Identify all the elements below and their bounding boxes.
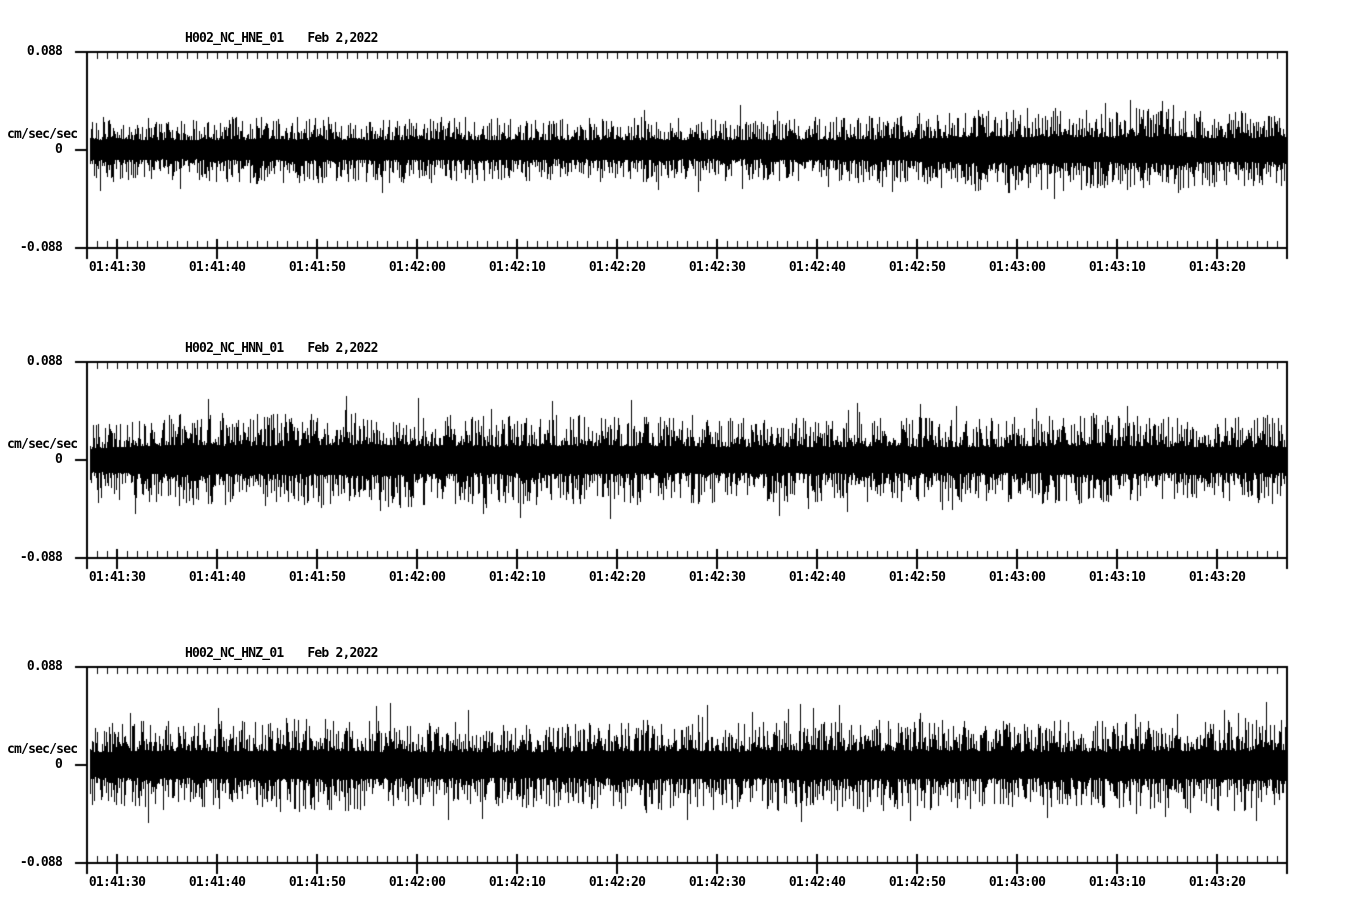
plot-title: H002_NC_HNN_01 Feb 2,2022 xyxy=(185,342,378,356)
y-tick-label-min: -0.088 xyxy=(19,855,63,870)
x-tick-label: 01:42:00 xyxy=(388,260,446,275)
y-tick-label-zero: 0 xyxy=(54,452,63,467)
date-label: Feb 2,2022 xyxy=(307,341,378,356)
x-tick-label: 01:42:30 xyxy=(688,570,746,585)
x-tick-label: 01:43:10 xyxy=(1088,260,1146,275)
x-tick-label: 01:42:10 xyxy=(488,260,546,275)
y-tick-label-max: 0.088 xyxy=(26,354,63,369)
x-tick-label: 01:41:40 xyxy=(188,875,246,890)
x-tick-label: 01:41:40 xyxy=(188,570,246,585)
x-tick-label: 01:41:30 xyxy=(88,875,146,890)
x-tick-label: 01:42:50 xyxy=(888,260,946,275)
x-tick-label: 01:43:20 xyxy=(1188,260,1246,275)
x-tick-label: 01:42:50 xyxy=(888,570,946,585)
y-tick-label-min: -0.088 xyxy=(19,240,63,255)
station-label: H002_NC_HNN_01 xyxy=(185,341,284,356)
x-tick-label: 01:42:30 xyxy=(688,260,746,275)
x-tick-label: 01:42:40 xyxy=(788,875,846,890)
x-tick-label: 01:42:40 xyxy=(788,260,846,275)
x-tick-label: 01:43:10 xyxy=(1088,570,1146,585)
x-tick-label: 01:42:20 xyxy=(588,570,646,585)
station-label: H002_NC_HNZ_01 xyxy=(185,646,284,661)
x-tick-label: 01:42:20 xyxy=(588,260,646,275)
x-tick-label: 01:42:50 xyxy=(888,875,946,890)
y-tick-label-max: 0.088 xyxy=(26,44,63,59)
x-tick-label: 01:41:30 xyxy=(88,570,146,585)
plot-title: H002_NC_HNE_01 Feb 2,2022 xyxy=(185,32,378,46)
x-tick-label: 01:42:10 xyxy=(488,570,546,585)
date-label: Feb 2,2022 xyxy=(307,31,378,46)
x-tick-label: 01:42:00 xyxy=(388,570,446,585)
x-tick-label: 01:41:30 xyxy=(88,260,146,275)
date-label: Feb 2,2022 xyxy=(307,646,378,661)
plot-title: H002_NC_HNZ_01 Feb 2,2022 xyxy=(185,647,378,661)
x-tick-label: 01:42:00 xyxy=(388,875,446,890)
y-tick-label-max: 0.088 xyxy=(26,659,63,674)
x-tick-label: 01:41:50 xyxy=(288,260,346,275)
y-axis-unit-label: cm/sec/sec xyxy=(7,742,78,757)
y-axis-unit-label: cm/sec/sec xyxy=(7,127,78,142)
x-tick-label: 01:43:00 xyxy=(988,570,1046,585)
x-tick-label: 01:42:10 xyxy=(488,875,546,890)
y-tick-label-min: -0.088 xyxy=(19,550,63,565)
y-axis-unit-label: cm/sec/sec xyxy=(7,437,78,452)
x-tick-label: 01:41:50 xyxy=(288,570,346,585)
x-tick-label: 01:41:50 xyxy=(288,875,346,890)
x-tick-label: 01:41:40 xyxy=(188,260,246,275)
x-tick-label: 01:43:00 xyxy=(988,875,1046,890)
x-tick-label: 01:43:10 xyxy=(1088,875,1146,890)
station-label: H002_NC_HNE_01 xyxy=(185,31,284,46)
x-tick-label: 01:43:20 xyxy=(1188,570,1246,585)
x-tick-label: 01:43:20 xyxy=(1188,875,1246,890)
x-tick-label: 01:43:00 xyxy=(988,260,1046,275)
y-tick-label-zero: 0 xyxy=(54,757,63,772)
x-tick-label: 01:42:30 xyxy=(688,875,746,890)
x-tick-label: 01:42:40 xyxy=(788,570,846,585)
y-tick-label-zero: 0 xyxy=(54,142,63,157)
x-tick-label: 01:42:20 xyxy=(588,875,646,890)
